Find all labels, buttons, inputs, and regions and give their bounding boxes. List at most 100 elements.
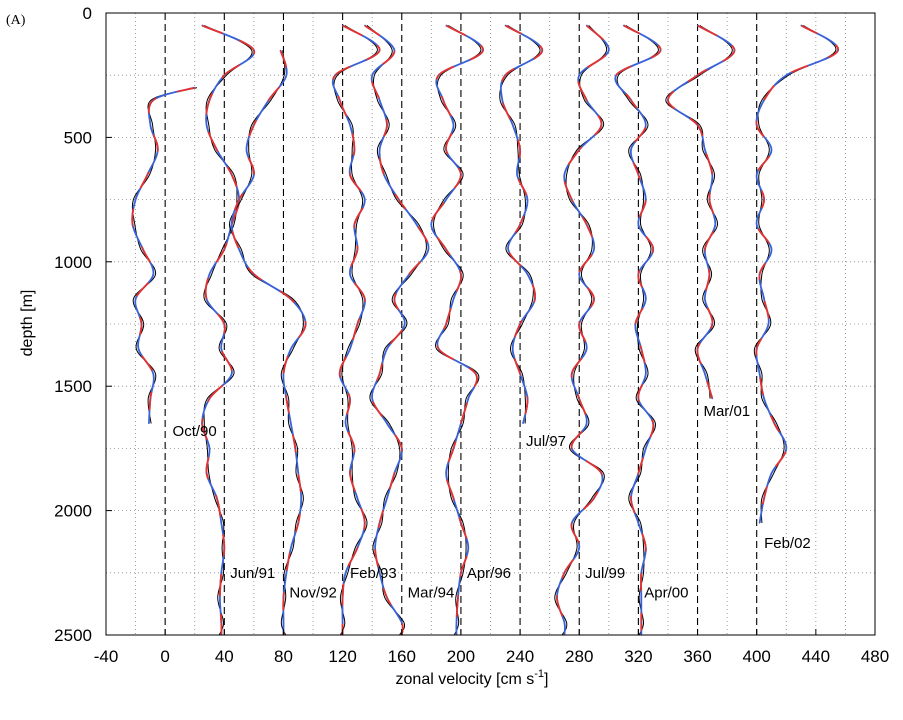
profile-point — [637, 174, 640, 176]
x-axis-title-superscript: -1 — [534, 668, 544, 680]
profile-point — [416, 223, 418, 226]
profile-point — [349, 174, 351, 176]
x-tick-label: 0 — [160, 647, 169, 666]
profile-point — [501, 99, 503, 101]
profile-point — [645, 298, 647, 300]
profile-point — [364, 298, 366, 300]
profile-point — [342, 24, 344, 26]
profile-point — [467, 398, 469, 400]
profile-point — [637, 522, 640, 524]
x-tick-label: 160 — [388, 647, 416, 666]
profile-point — [640, 348, 642, 350]
profile-point — [586, 24, 588, 26]
profile-point — [519, 149, 521, 151]
profile-point — [297, 522, 299, 524]
profile-point — [526, 199, 529, 201]
profile-point — [430, 223, 432, 226]
fit-line-red-Jul-97 — [499, 24, 544, 424]
profile-point — [696, 74, 699, 76]
x-tick-label: 400 — [743, 647, 771, 666]
profile-point — [223, 248, 225, 250]
profile-point — [297, 472, 299, 474]
fit-line-blue-Jul-97 — [499, 24, 544, 424]
profile-point — [404, 323, 406, 325]
profile-point — [349, 472, 351, 474]
y-tick-label: 500 — [64, 128, 92, 147]
profile-point — [353, 447, 355, 449]
profile-point — [645, 124, 647, 126]
profile-point — [571, 447, 573, 449]
profile-point — [253, 49, 255, 51]
profile-point — [356, 323, 358, 325]
profile-point — [507, 248, 509, 250]
fit-line-red-Apr-96 — [430, 24, 484, 636]
profile-label-Mar-94: Mar/94 — [408, 585, 455, 602]
profile-point — [353, 149, 355, 151]
profile-point — [445, 248, 447, 250]
profile-point — [785, 447, 787, 449]
profile-point — [208, 447, 211, 449]
profile-point — [393, 49, 395, 51]
x-axis-title-suffix: ] — [544, 671, 548, 688]
profile-point — [711, 323, 713, 325]
profile-point — [290, 547, 292, 549]
profile-point — [208, 398, 211, 400]
profile-label-Apr-00: Apr/00 — [644, 585, 688, 602]
profile-point — [504, 24, 506, 26]
profile-point — [349, 348, 351, 350]
profile-point — [220, 348, 222, 350]
profile-point — [152, 273, 154, 275]
profile-point — [645, 199, 647, 201]
profile-point — [457, 597, 459, 599]
x-tick-label: 440 — [802, 647, 830, 666]
profile-point — [770, 248, 773, 250]
profile-point — [460, 422, 462, 425]
x-axis-title-text: zonal velocity [cm s — [396, 671, 535, 688]
profile-point — [356, 248, 358, 250]
profile-point — [137, 348, 140, 350]
profile-point — [445, 24, 447, 26]
x-tick-label: -40 — [94, 647, 119, 666]
profile-point — [756, 124, 758, 126]
profile-point — [290, 298, 292, 300]
profile-point — [640, 597, 642, 599]
profile-point — [593, 497, 595, 499]
x-tick-label: 480 — [861, 647, 889, 666]
profile-point — [268, 99, 270, 101]
profile-point — [282, 622, 285, 624]
profile-point — [285, 398, 287, 400]
profile-point — [216, 149, 218, 151]
fit-line-red-Jul-99 — [556, 24, 610, 636]
observed-line-Nov-92 — [228, 50, 304, 636]
profile-point — [541, 49, 543, 51]
profile-point — [704, 149, 706, 151]
profile-point — [279, 49, 282, 51]
profile-point — [452, 497, 455, 499]
fit-line-red-Mar-94 — [364, 24, 430, 636]
profile-point — [615, 74, 617, 76]
profile-point — [578, 149, 580, 151]
profile-point — [206, 298, 208, 300]
profile-label-Nov-92: Nov/92 — [289, 585, 337, 602]
profile-point — [386, 597, 388, 599]
profile-point — [253, 124, 255, 126]
fit-line-red-Mar-01 — [667, 24, 736, 399]
profile-point — [305, 323, 307, 325]
profile-point — [140, 323, 143, 325]
profile-point — [290, 422, 292, 425]
profile-point — [223, 547, 225, 549]
profile-point — [149, 398, 151, 400]
fit-line-blue-Oct-90 — [131, 86, 195, 424]
profile-label-Jul-97: Jul/97 — [526, 433, 566, 450]
observed-line-Jul-97 — [499, 24, 541, 424]
profile-point — [519, 323, 521, 325]
profile-point — [763, 497, 765, 499]
profile-point — [223, 74, 225, 76]
profile-point — [711, 174, 713, 176]
profile-point — [733, 49, 736, 51]
fit-line-red-Feb-02 — [755, 24, 839, 524]
profile-point — [356, 547, 358, 549]
observed-line-Feb-02 — [753, 24, 837, 524]
profile-point — [763, 298, 765, 300]
profile-point — [623, 24, 625, 26]
